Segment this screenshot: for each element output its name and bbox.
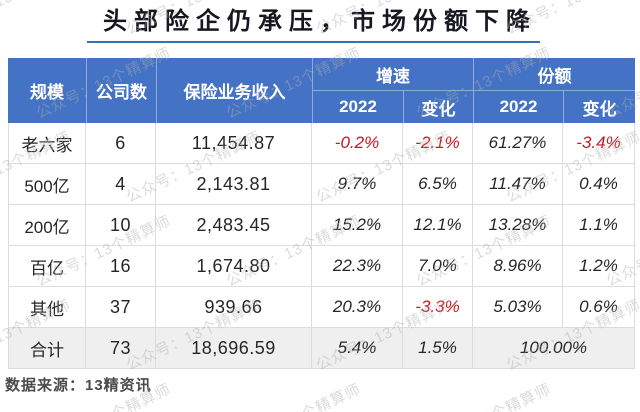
cell-share-change: -3.4% — [563, 123, 635, 164]
cell-growth-change: -2.1% — [403, 123, 473, 164]
table-header: 规模 公司数 保险业务收入 增速 份额 2022 变化 2022 变化 — [8, 58, 635, 123]
cell-scale: 500亿 — [8, 164, 86, 205]
header-revenue: 保险业务收入 — [156, 58, 312, 123]
cell-growth-2022: 20.3% — [312, 287, 403, 328]
cell-growth-change: 7.0% — [403, 246, 473, 287]
header-share-group: 份额 — [473, 58, 635, 91]
cell-company-count: 16 — [86, 246, 156, 287]
cell-scale: 200亿 — [8, 205, 86, 246]
watermark-text: 公众号：13个精算师 — [602, 378, 640, 412]
table-row: 老六家 6 11,454.87 -0.2% -2.1% 61.27% -3.4% — [8, 123, 635, 164]
header-growth-2022: 2022 — [312, 91, 403, 123]
watermark-text: 公众号：13个精算师 — [412, 378, 554, 412]
cell-company-count: 6 — [86, 123, 156, 164]
cell-scale: 老六家 — [8, 123, 86, 164]
header-share-change: 变化 — [563, 91, 635, 123]
table-row: 其他 37 939.66 20.3% -3.3% 5.03% 0.6% — [8, 287, 635, 328]
cell-share-change: 0.4% — [563, 164, 635, 205]
cell-revenue: 939.66 — [156, 287, 312, 328]
header-growth-group: 增速 — [312, 58, 473, 91]
cell-company-count: 73 — [86, 328, 156, 369]
cell-growth-2022: 15.2% — [312, 205, 403, 246]
cell-share-change: 1.2% — [563, 246, 635, 287]
cell-share-total: 100.00% — [473, 328, 635, 369]
cell-growth-2022: 22.3% — [312, 246, 403, 287]
cell-revenue: 2,483.45 — [156, 205, 312, 246]
header-share-2022: 2022 — [473, 91, 563, 123]
watermark-text: 公众号：13个精算师 — [222, 378, 364, 412]
data-source-note: 数据来源：13精资讯 — [5, 377, 152, 394]
cell-growth-change: 1.5% — [403, 328, 473, 369]
cell-growth-change: -3.3% — [403, 287, 473, 328]
cell-share-change: 1.1% — [563, 205, 635, 246]
cell-growth-2022: -0.2% — [312, 123, 403, 164]
cell-growth-change: 6.5% — [403, 164, 473, 205]
insurance-table: 规模 公司数 保险业务收入 增速 份额 2022 变化 2022 变化 老六家 6… — [8, 58, 635, 369]
total-row: 合计 73 18,696.59 5.4% 1.5% 100.00% — [8, 328, 635, 369]
cell-company-count: 4 — [86, 164, 156, 205]
cell-company-count: 10 — [86, 205, 156, 246]
cell-growth-change: 12.1% — [403, 205, 473, 246]
cell-growth-2022: 5.4% — [312, 328, 403, 369]
cell-growth-2022: 9.7% — [312, 164, 403, 205]
cell-share-2022: 13.28% — [473, 205, 563, 246]
table-body: 老六家 6 11,454.87 -0.2% -2.1% 61.27% -3.4% 500亿 4 2… — [8, 123, 635, 369]
table-row: 500亿 4 2,143.81 9.7% 6.5% 11.47% 0.4% — [8, 164, 635, 205]
cell-share-2022: 11.47% — [473, 164, 563, 205]
page-title: 头部险企仍承压，市场份额下降 — [103, 8, 537, 35]
cell-scale: 合计 — [8, 328, 86, 369]
cell-share-change: 0.6% — [563, 287, 635, 328]
cell-scale: 其他 — [8, 287, 86, 328]
cell-share-2022: 5.03% — [473, 287, 563, 328]
header-company-count: 公司数 — [86, 58, 156, 123]
cell-share-2022: 61.27% — [473, 123, 563, 164]
header-scale: 规模 — [8, 58, 86, 123]
title-underline — [87, 41, 540, 43]
header-growth-change: 变化 — [403, 91, 473, 123]
cell-revenue: 11,454.87 — [156, 123, 312, 164]
cell-scale: 百亿 — [8, 246, 86, 287]
table-row: 百亿 16 1,674.80 22.3% 7.0% 8.96% 1.2% — [8, 246, 635, 287]
cell-revenue: 1,674.80 — [156, 246, 312, 287]
cell-revenue: 2,143.81 — [156, 164, 312, 205]
cell-revenue: 18,696.59 — [156, 328, 312, 369]
cell-company-count: 37 — [86, 287, 156, 328]
table-row: 200亿 10 2,483.45 15.2% 12.1% 13.28% 1.1% — [8, 205, 635, 246]
cell-share-2022: 8.96% — [473, 246, 563, 287]
